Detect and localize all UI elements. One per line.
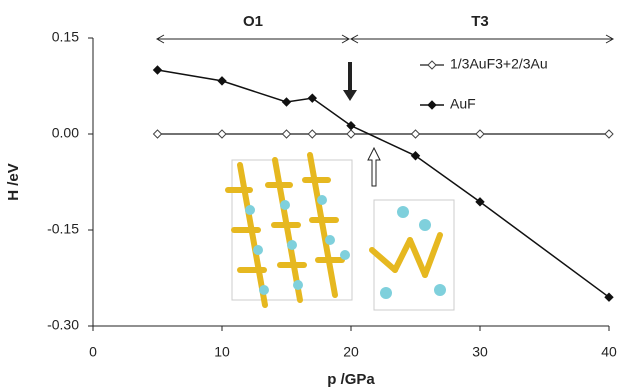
marker (476, 130, 484, 138)
phase-label: T3 (471, 13, 489, 30)
page: {"chart_data":{"type":"line", "x_label":… (0, 0, 619, 390)
marker (308, 130, 316, 138)
marker (605, 130, 613, 138)
marker (283, 98, 291, 106)
x-tick-label: 20 (343, 344, 359, 360)
y-tick-label: -0.30 (47, 317, 79, 333)
x-tick-label: 10 (214, 344, 230, 360)
marker (283, 130, 291, 138)
marker (412, 130, 420, 138)
x-tick-label: 40 (601, 344, 617, 360)
legend-marker (428, 61, 436, 69)
marker (218, 130, 226, 138)
y-tick-label: 0.15 (52, 29, 79, 45)
phase-arrows (157, 35, 613, 43)
phase-label: O1 (243, 13, 263, 30)
y-tick-label: 0.00 (52, 125, 79, 141)
legend-label: 1/3AuF3+2/3Au (450, 56, 548, 72)
legend-marker (428, 101, 436, 109)
chart: H /eV p /GPa O1 T3 0 10 20 30 40 -0.30 -0.15 0.… (0, 0, 619, 390)
x-tick-label: 0 (89, 344, 97, 360)
marker (154, 130, 162, 138)
marker (154, 66, 162, 74)
y-tick-label: -0.15 (47, 221, 79, 237)
crystal-structures (228, 155, 454, 310)
y-axis-label: H /eV (5, 163, 22, 201)
legend-label: AuF (450, 96, 476, 112)
marker (347, 130, 355, 138)
x-axis-label: p /GPa (327, 371, 375, 388)
x-tick-label: 30 (472, 344, 488, 360)
marker (218, 77, 226, 85)
